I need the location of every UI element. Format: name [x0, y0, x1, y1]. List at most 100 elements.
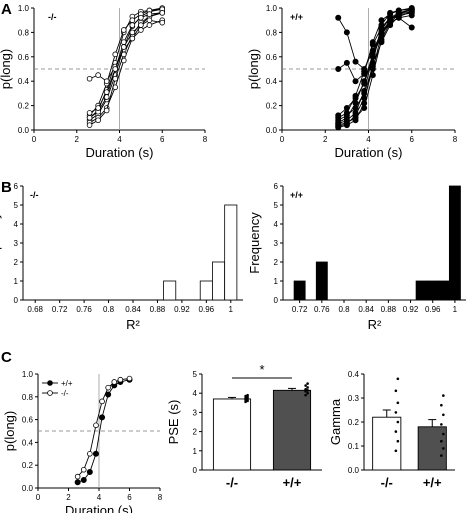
C1-data-point — [80, 477, 87, 484]
A1-data-point — [138, 22, 144, 28]
C1-x-tick-label: 2 — [66, 493, 71, 502]
A2-data-point — [335, 112, 342, 119]
C1-x-tick-label: 8 — [158, 493, 163, 502]
A2-data-point — [369, 53, 376, 60]
C1-data-point — [105, 384, 111, 391]
C1-x-axis-label: Duration (s) — [65, 503, 133, 513]
C3-y-tick-label: 0.4 — [348, 370, 360, 379]
A1-x-tick-label: 2 — [75, 135, 80, 144]
B1-x-tick-label: 0.92 — [174, 305, 190, 314]
B2-bar — [415, 280, 428, 301]
C1-data-point — [80, 466, 87, 473]
A2-data-point — [335, 66, 342, 73]
B2-y-tick-label: 6 — [274, 182, 279, 191]
A1-data-point — [159, 19, 166, 26]
B2-x-tick-label: 0.96 — [425, 305, 441, 314]
C2-subject-point — [304, 389, 307, 393]
B1-y-tick-label: 4 — [14, 220, 19, 229]
B1-y-tick-label: 1 — [14, 277, 19, 286]
A2-y-tick-label: 0.2 — [266, 102, 278, 111]
B2-group-label: +/+ — [290, 190, 303, 200]
B2-x-tick-label: 0.72 — [292, 305, 308, 314]
B1-x-tick-label: 0.68 — [27, 305, 43, 314]
A1-data-point — [103, 78, 110, 84]
A2-x-tick-label: 4 — [366, 135, 371, 144]
A1-data-point — [138, 27, 144, 33]
A1-x-tick-label: 6 — [160, 135, 165, 144]
C2-subject-point — [244, 400, 247, 404]
A2-data-point — [352, 117, 359, 124]
A2-x-tick-label: 8 — [453, 135, 458, 144]
B1-x-tick-label: 0.88 — [150, 305, 166, 314]
C2-y-tick-label: 5 — [193, 370, 198, 379]
C1-y-tick-label: 0.8 — [22, 393, 34, 402]
B2-y-tick-label: 2 — [274, 258, 279, 267]
chart-a1: 0.0 0.2 0.4 0.6 0.8 1.0 p(long) 0 2 4 6 8 Duration (… — [0, 4, 208, 160]
chart-b1: 0 1 2 3 4 5 6 Frequency 0.68 0.72 0.76 0.8 0.84 0.88 0… — [0, 182, 243, 332]
A1-y-tick-label: 0.8 — [18, 28, 30, 37]
A1-data-point — [146, 17, 153, 24]
A2-x-tick-label: 0 — [280, 135, 285, 144]
B1-y-tick-label: 3 — [14, 239, 19, 248]
chart-c3: 0.0 0.1 0.2 0.3 0.4 Gamma -/- +/+ — [328, 370, 455, 490]
B2-x-tick-label: 0.84 — [358, 305, 374, 314]
A1-x-tick-label: 0 — [32, 135, 37, 144]
A2-y-axis-label: p(long) — [246, 49, 261, 89]
C3-y-tick-label: 0.2 — [348, 418, 360, 427]
B1-y-tick-label: 6 — [14, 182, 19, 191]
B2-y-tick-label: 1 — [274, 277, 279, 286]
C2-category-label: -/- — [226, 475, 238, 490]
A1-data-point — [86, 110, 93, 116]
B2-x-axis-label: R² — [368, 317, 382, 332]
A2-data-point — [361, 95, 368, 102]
A2-data-point — [335, 123, 342, 130]
panel-label-c: C — [1, 349, 12, 366]
A1-data-point — [129, 17, 136, 24]
C3-subject-point — [440, 423, 443, 426]
C3-subject-point — [396, 377, 400, 381]
C1-legend-marker — [47, 380, 53, 386]
A2-data-point — [387, 11, 394, 18]
B1-group-label: -/- — [30, 190, 39, 200]
C1-legend-label: +/+ — [61, 379, 73, 388]
A2-y-tick-label: 0.6 — [266, 53, 278, 62]
A1-x-tick-label: 8 — [203, 135, 208, 144]
B2-y-tick-label: 0 — [274, 296, 279, 305]
A1-x-tick-label: 4 — [117, 135, 122, 144]
A2-y-tick-label: 0.8 — [266, 28, 278, 37]
C2-y-tick-label: 2 — [193, 428, 198, 437]
B1-y-tick-label: 2 — [14, 258, 19, 267]
A2-data-point — [352, 105, 359, 112]
A1-data-point — [103, 89, 110, 95]
A2-data-point — [352, 95, 359, 102]
C2-subject-point — [304, 393, 307, 397]
A2-data-point — [378, 17, 385, 24]
B2-bar — [437, 280, 450, 301]
C1-y-tick-label: 0.6 — [22, 416, 34, 425]
A1-data-point — [95, 105, 101, 111]
C1-data-point — [99, 414, 106, 421]
C1-y-tick-label: 0.4 — [22, 438, 34, 447]
B2-x-tick-label: 0.76 — [314, 305, 330, 314]
C3-subject-point — [440, 403, 443, 407]
C1-data-point — [111, 379, 118, 385]
C2-subject-point — [246, 399, 249, 403]
C2-subject-point — [306, 389, 309, 392]
C3-subject-point — [396, 420, 400, 424]
panel-label-b: B — [1, 179, 12, 196]
C3-bar — [372, 416, 402, 471]
A1-y-tick-label: 0.2 — [18, 102, 30, 111]
B1-x-tick-label: 0.84 — [125, 305, 141, 314]
C3-subject-point — [440, 439, 443, 443]
A2-data-point — [361, 70, 368, 77]
A1-data-point — [86, 115, 93, 121]
C2-subject-point — [306, 386, 309, 389]
C3-bar — [417, 426, 447, 471]
chart-b2: 0 1 2 3 4 5 6 Frequency 0.72 0.76 0.8 0.84 0.88 0.92 0… — [247, 182, 466, 332]
C3-category-label: -/- — [381, 475, 393, 490]
C3-subject-point — [442, 447, 445, 450]
C3-subject-point — [442, 413, 445, 417]
A2-data-point — [369, 66, 376, 73]
C3-subject-point — [396, 439, 400, 443]
B2-x-tick-label: 0.8 — [338, 305, 350, 314]
